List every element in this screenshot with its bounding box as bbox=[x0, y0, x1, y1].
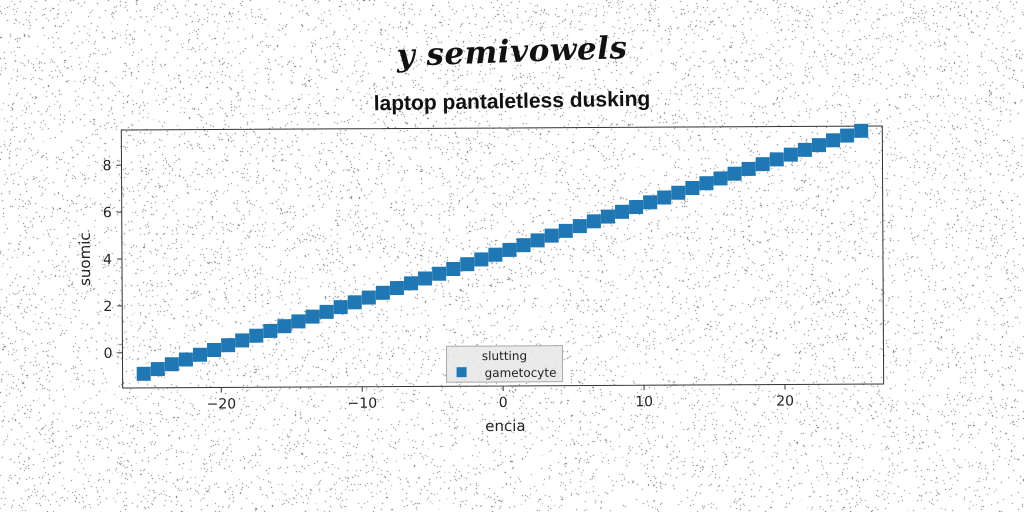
legend-entry-label: gametocyte bbox=[485, 366, 557, 380]
x-tick-label: 20 bbox=[776, 393, 794, 409]
data-point-square bbox=[418, 271, 433, 286]
data-point-square bbox=[403, 276, 419, 291]
data-point-square bbox=[826, 133, 841, 148]
data-point-square bbox=[783, 147, 798, 162]
data-point-square bbox=[699, 176, 714, 191]
data-point-square bbox=[741, 161, 756, 176]
data-point-square bbox=[333, 300, 348, 315]
data-point-square bbox=[769, 152, 784, 167]
data-point-square bbox=[319, 304, 334, 319]
data-point-square bbox=[460, 257, 475, 272]
data-point-square bbox=[755, 157, 770, 172]
data-point-square bbox=[347, 295, 362, 310]
x-axis-label: encia bbox=[485, 417, 525, 435]
y-axis-label: suomic bbox=[76, 232, 94, 286]
data-point-square bbox=[375, 285, 390, 300]
y-tick-label: 6 bbox=[103, 205, 112, 221]
data-point-square bbox=[207, 342, 222, 358]
y-tick-label: 2 bbox=[103, 299, 112, 315]
data-point-square bbox=[432, 266, 447, 281]
data-point-square bbox=[600, 209, 615, 224]
data-point-square bbox=[277, 319, 292, 334]
data-point-square bbox=[291, 314, 306, 329]
data-point-square bbox=[516, 238, 531, 253]
data-point-square bbox=[361, 290, 376, 305]
data-point-square bbox=[811, 138, 827, 153]
data-point-square bbox=[249, 328, 264, 343]
data-point-square bbox=[150, 362, 165, 377]
data-point-square bbox=[657, 190, 672, 205]
data-point-square bbox=[586, 214, 601, 229]
data-point-square bbox=[840, 128, 855, 143]
data-point-square bbox=[192, 347, 208, 362]
data-point-square bbox=[263, 323, 278, 338]
data-point-square bbox=[235, 333, 250, 348]
y-axis-ticks: 0 2 4 6 8 bbox=[103, 158, 123, 362]
data-point-square bbox=[305, 309, 320, 324]
data-point-square bbox=[488, 247, 503, 262]
scatter-points bbox=[136, 123, 869, 381]
data-point-square bbox=[629, 200, 644, 215]
legend: slutting gametocyte bbox=[445, 345, 564, 383]
data-point-square bbox=[178, 352, 193, 367]
data-point-square bbox=[572, 219, 587, 234]
x-tick-label: 0 bbox=[499, 395, 508, 411]
data-point-square bbox=[474, 252, 489, 267]
data-point-square bbox=[221, 338, 236, 353]
data-point-square bbox=[446, 261, 461, 277]
data-point-square bbox=[797, 142, 812, 157]
data-point-square bbox=[671, 185, 686, 200]
x-tick-label: −10 bbox=[347, 396, 377, 412]
data-point-square bbox=[502, 242, 517, 257]
data-point-square bbox=[727, 166, 742, 181]
data-point-square bbox=[136, 366, 151, 381]
data-point-square bbox=[389, 281, 404, 296]
data-point-square bbox=[854, 123, 869, 138]
data-point-square bbox=[558, 223, 573, 238]
data-point-square bbox=[643, 195, 658, 210]
x-tick-label: −20 bbox=[207, 396, 237, 412]
data-point-square bbox=[713, 171, 728, 186]
data-point-square bbox=[614, 204, 630, 219]
y-tick-label: 0 bbox=[104, 346, 113, 362]
data-point-square bbox=[164, 357, 179, 372]
x-axis-ticks: −20 −10 0 10 20 bbox=[207, 384, 794, 413]
data-point-square bbox=[530, 233, 545, 248]
legend-title: slutting bbox=[482, 349, 527, 363]
data-point-square bbox=[544, 228, 559, 243]
x-tick-label: 10 bbox=[635, 394, 653, 410]
legend-swatch-square bbox=[456, 367, 467, 378]
data-point-square bbox=[685, 180, 700, 196]
y-tick-label: 8 bbox=[103, 158, 112, 174]
y-tick-label: 4 bbox=[103, 252, 112, 268]
legend-box bbox=[445, 345, 564, 383]
